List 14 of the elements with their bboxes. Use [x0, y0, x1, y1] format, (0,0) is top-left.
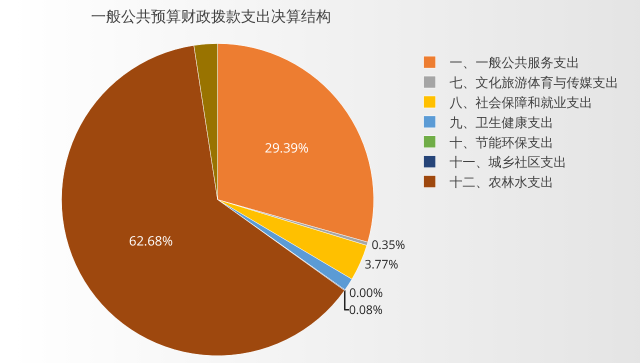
legend-label: 八、社会保障和就业支出 [450, 96, 593, 112]
legend-label: 九、卫生健康支出 [450, 116, 554, 131]
legend-label: 十、节能环保支出 [450, 136, 554, 151]
legend-label: 十一、城乡社区支出 [450, 156, 567, 171]
legend-label: 一、一般公共服务支出 [450, 56, 580, 72]
data-label: 0.08% [348, 301, 383, 318]
data-label: 29.39% [264, 138, 309, 156]
data-label: 0.35% [372, 236, 406, 253]
legend-label: 十二、农林水支出 [450, 176, 554, 191]
chart-title: 一般公共预算财政拨款支出决算结构 [91, 7, 332, 26]
data-label: 3.77% [364, 256, 398, 273]
data-label: 62.68% [129, 232, 174, 250]
text: 0.00% [349, 284, 383, 302]
legend-label: 七、文化旅游体育与传媒支出 [450, 75, 619, 92]
